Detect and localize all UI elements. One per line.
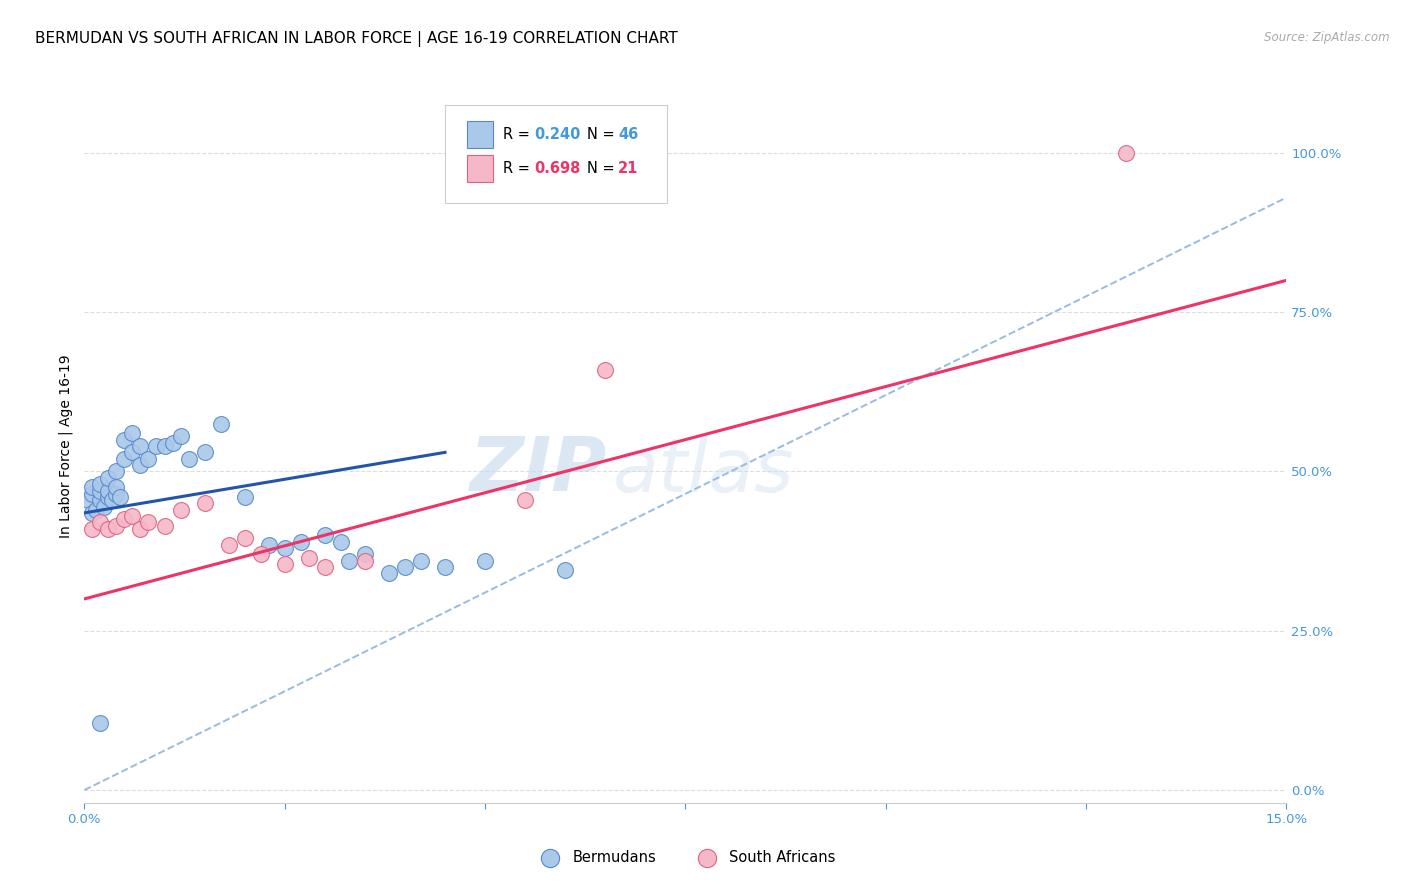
- Point: [153, 439, 176, 453]
- Point: [110, 490, 132, 504]
- Text: 46: 46: [619, 127, 638, 142]
- Point: [129, 458, 152, 472]
- Point: [257, 538, 280, 552]
- Point: [249, 547, 271, 561]
- Legend: Bermudans, South Africans: Bermudans, South Africans: [530, 844, 841, 871]
- Point: [209, 417, 232, 431]
- Text: Source: ZipAtlas.com: Source: ZipAtlas.com: [1264, 31, 1389, 45]
- Point: [82, 487, 104, 501]
- Point: [314, 528, 336, 542]
- Text: 21: 21: [619, 161, 638, 176]
- Point: [97, 471, 120, 485]
- Point: [114, 512, 135, 526]
- Y-axis label: In Labor Force | Age 16-19: In Labor Force | Age 16-19: [59, 354, 73, 538]
- Point: [86, 502, 108, 516]
- Point: [89, 516, 111, 530]
- Text: R =: R =: [503, 127, 534, 142]
- Text: atlas: atlas: [613, 435, 794, 507]
- Point: [409, 554, 432, 568]
- Point: [114, 451, 135, 466]
- Point: [121, 509, 143, 524]
- Point: [314, 560, 336, 574]
- Point: [105, 518, 128, 533]
- Point: [515, 493, 537, 508]
- Point: [274, 541, 297, 555]
- Point: [89, 483, 111, 498]
- Point: [77, 493, 100, 508]
- Text: 0.698: 0.698: [534, 161, 581, 176]
- Point: [105, 480, 128, 494]
- Point: [233, 532, 256, 546]
- Point: [218, 538, 240, 552]
- Point: [290, 534, 312, 549]
- FancyBboxPatch shape: [446, 105, 668, 203]
- Point: [129, 522, 152, 536]
- Point: [82, 506, 104, 520]
- Point: [274, 557, 297, 571]
- Text: BERMUDAN VS SOUTH AFRICAN IN LABOR FORCE | AGE 16-19 CORRELATION CHART: BERMUDAN VS SOUTH AFRICAN IN LABOR FORCE…: [35, 31, 678, 47]
- Point: [434, 560, 457, 574]
- Point: [93, 500, 115, 514]
- Point: [145, 439, 167, 453]
- Text: ZIP: ZIP: [470, 434, 607, 508]
- Text: N =: N =: [586, 161, 619, 176]
- Point: [82, 522, 104, 536]
- Bar: [467, 155, 494, 182]
- Point: [105, 487, 128, 501]
- Point: [354, 547, 377, 561]
- Point: [97, 483, 120, 498]
- Point: [194, 445, 217, 459]
- Point: [394, 560, 416, 574]
- Point: [97, 522, 120, 536]
- Point: [153, 518, 176, 533]
- Point: [121, 445, 143, 459]
- Point: [89, 477, 111, 491]
- Point: [105, 465, 128, 479]
- Point: [298, 550, 321, 565]
- Point: [114, 433, 135, 447]
- Point: [82, 480, 104, 494]
- Point: [329, 534, 352, 549]
- Point: [337, 554, 360, 568]
- Point: [595, 362, 617, 376]
- Point: [354, 554, 377, 568]
- Point: [1115, 145, 1137, 160]
- Point: [121, 426, 143, 441]
- Point: [97, 490, 120, 504]
- Point: [474, 554, 496, 568]
- Point: [101, 493, 124, 508]
- Point: [177, 451, 200, 466]
- Point: [169, 429, 191, 443]
- Point: [554, 563, 576, 577]
- Point: [89, 716, 111, 731]
- Point: [162, 435, 184, 450]
- Point: [169, 502, 191, 516]
- Point: [138, 451, 160, 466]
- Point: [194, 496, 217, 510]
- Point: [138, 516, 160, 530]
- Bar: [467, 120, 494, 148]
- Text: 0.240: 0.240: [534, 127, 581, 142]
- Text: N =: N =: [586, 127, 619, 142]
- Text: R =: R =: [503, 161, 534, 176]
- Point: [89, 493, 111, 508]
- Point: [378, 566, 401, 581]
- Point: [129, 439, 152, 453]
- Point: [233, 490, 256, 504]
